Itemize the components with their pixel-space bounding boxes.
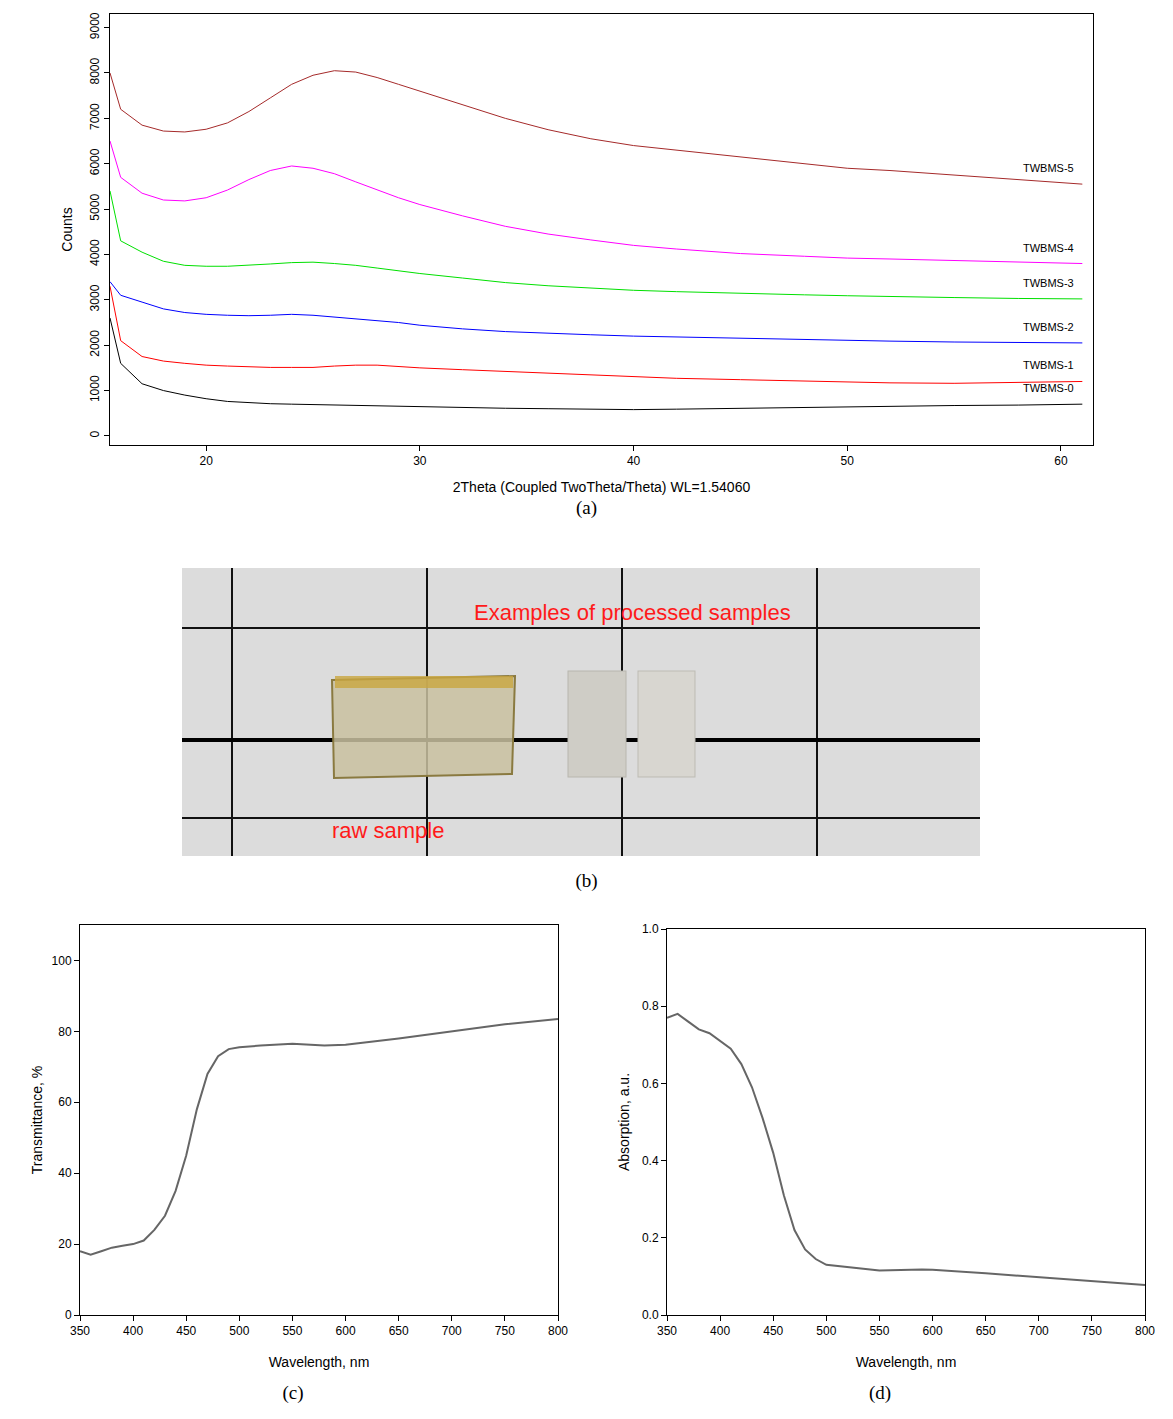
svg-text:0.6: 0.6 — [642, 1077, 659, 1091]
svg-text:80: 80 — [58, 1025, 72, 1039]
svg-text:0.0: 0.0 — [642, 1308, 659, 1322]
svg-text:1000: 1000 — [88, 375, 102, 402]
svg-text:20: 20 — [58, 1237, 72, 1251]
svg-text:400: 400 — [123, 1324, 143, 1338]
svg-text:0: 0 — [88, 430, 102, 437]
svg-text:450: 450 — [763, 1324, 783, 1338]
svg-text:TWBMS-4: TWBMS-4 — [1023, 242, 1074, 254]
svg-text:600: 600 — [336, 1324, 356, 1338]
svg-text:750: 750 — [495, 1324, 515, 1338]
svg-text:6000: 6000 — [88, 148, 102, 175]
svg-text:TWBMS-3: TWBMS-3 — [1023, 277, 1074, 289]
svg-text:raw sample: raw sample — [332, 818, 444, 843]
svg-text:50: 50 — [841, 454, 855, 468]
svg-text:7000: 7000 — [88, 103, 102, 130]
svg-text:40: 40 — [627, 454, 641, 468]
svg-text:1.0: 1.0 — [642, 922, 659, 936]
svg-text:0.2: 0.2 — [642, 1231, 659, 1245]
svg-text:Wavelength, nm: Wavelength, nm — [856, 1354, 957, 1370]
html-text:(c): (c) — [282, 1382, 304, 1403]
svg-text:700: 700 — [442, 1324, 462, 1338]
svg-text:9000: 9000 — [88, 12, 102, 39]
svg-text:350: 350 — [657, 1324, 677, 1338]
svg-text:0: 0 — [65, 1308, 72, 1322]
svg-text:0.8: 0.8 — [642, 999, 659, 1013]
svg-text:2Theta (Coupled TwoTheta/Theta: 2Theta (Coupled TwoTheta/Theta) WL=1.540… — [453, 479, 751, 495]
svg-text:600: 600 — [923, 1324, 943, 1338]
svg-text:40: 40 — [58, 1166, 72, 1180]
svg-text:0.4: 0.4 — [642, 1154, 659, 1168]
svg-text:500: 500 — [816, 1324, 836, 1338]
svg-text:4000: 4000 — [88, 239, 102, 266]
svg-text:TWBMS-0: TWBMS-0 — [1023, 382, 1074, 394]
svg-text:400: 400 — [710, 1324, 730, 1338]
svg-text:30: 30 — [413, 454, 427, 468]
svg-text:500: 500 — [229, 1324, 249, 1338]
svg-text:Examples of processed samples: Examples of processed samples — [474, 600, 791, 625]
svg-text:20: 20 — [199, 454, 213, 468]
svg-text:800: 800 — [1135, 1324, 1155, 1338]
svg-text:450: 450 — [176, 1324, 196, 1338]
svg-text:550: 550 — [869, 1324, 889, 1338]
svg-text:60: 60 — [1054, 454, 1068, 468]
svg-text:550: 550 — [282, 1324, 302, 1338]
svg-text:5000: 5000 — [88, 194, 102, 221]
svg-text:750: 750 — [1082, 1324, 1102, 1338]
svg-text:Transmittance, %: Transmittance, % — [29, 1066, 45, 1174]
svg-text:3000: 3000 — [88, 284, 102, 311]
svg-text:TWBMS-1: TWBMS-1 — [1023, 359, 1074, 371]
svg-text:TWBMS-2: TWBMS-2 — [1023, 321, 1074, 333]
svg-text:700: 700 — [1029, 1324, 1049, 1338]
svg-text:Counts: Counts — [59, 207, 75, 251]
svg-text:TWBMS-5: TWBMS-5 — [1023, 162, 1074, 174]
svg-text:8000: 8000 — [88, 58, 102, 85]
html-text:(a): (a) — [576, 497, 597, 518]
svg-text:2000: 2000 — [88, 330, 102, 357]
svg-text:60: 60 — [58, 1095, 72, 1109]
svg-text:350: 350 — [70, 1324, 90, 1338]
svg-text:650: 650 — [976, 1324, 996, 1338]
svg-text:800: 800 — [548, 1324, 568, 1338]
svg-text:650: 650 — [389, 1324, 409, 1338]
svg-text:Absorption, a.u.: Absorption, a.u. — [616, 1073, 632, 1171]
html-text:(b): (b) — [575, 870, 598, 891]
svg-text:100: 100 — [52, 954, 72, 968]
svg-text:Wavelength, nm: Wavelength, nm — [269, 1354, 370, 1370]
html-text:(d): (d) — [868, 1382, 892, 1403]
